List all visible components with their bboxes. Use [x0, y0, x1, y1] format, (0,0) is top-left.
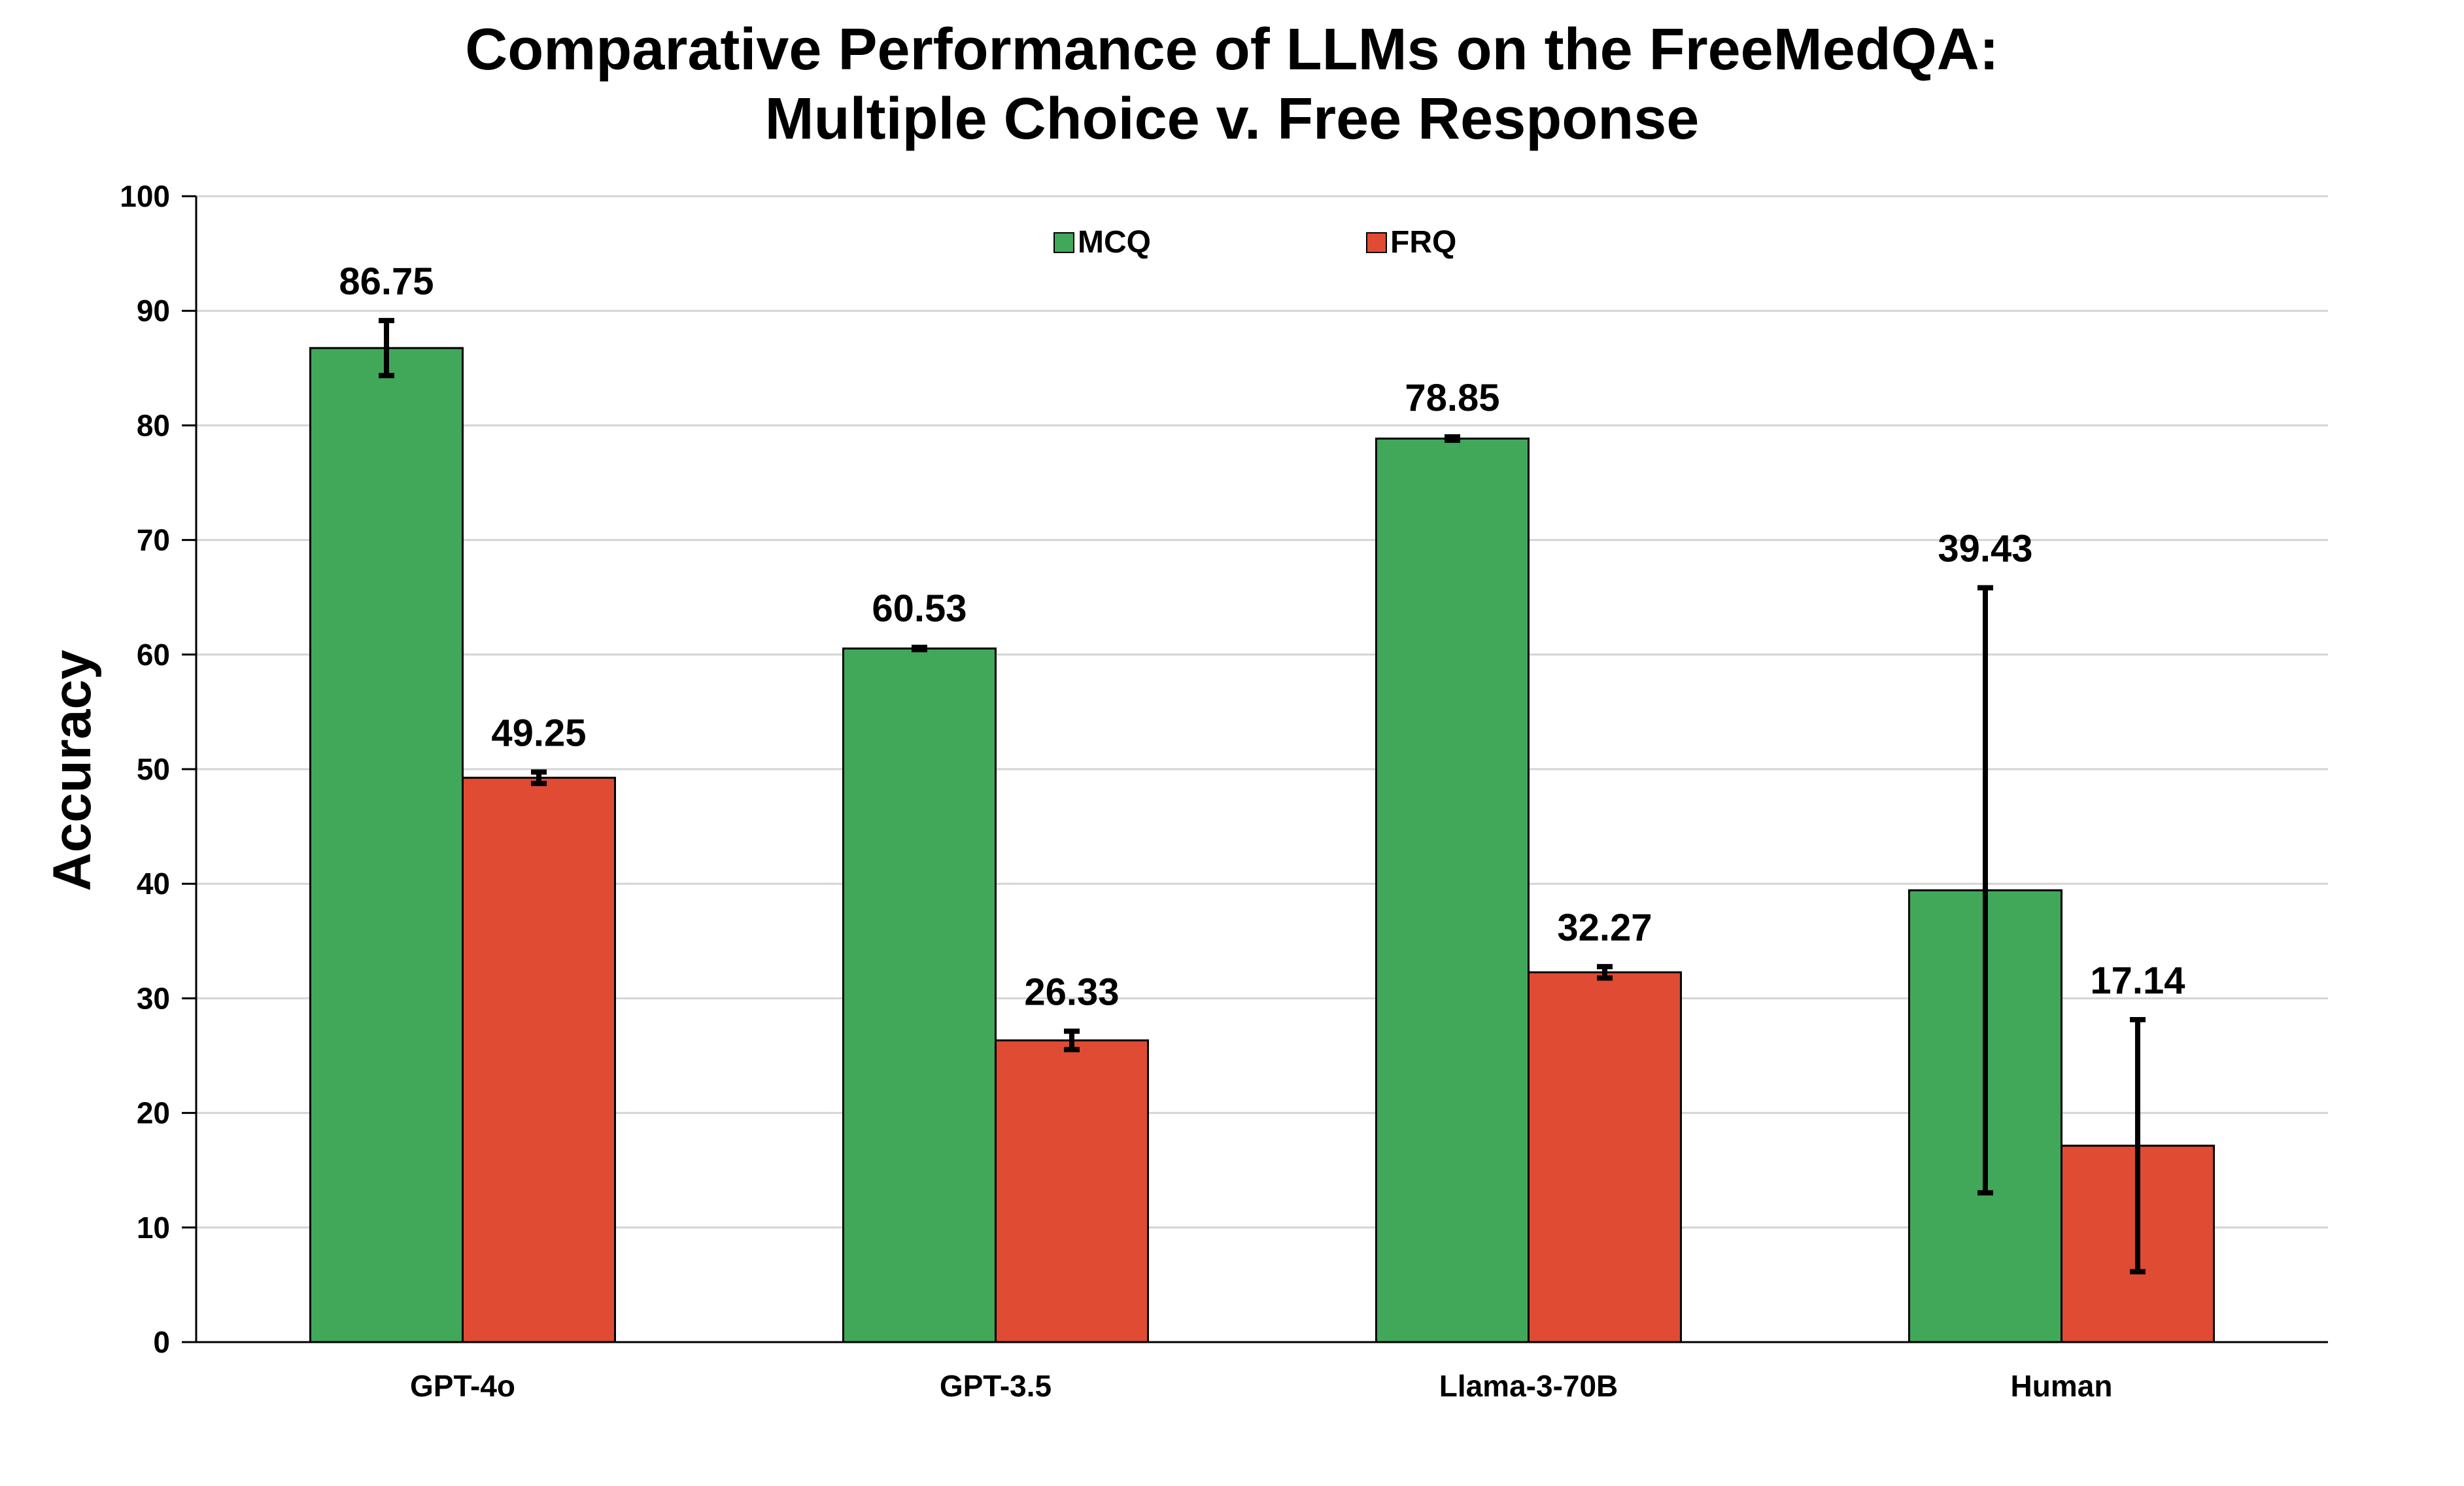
- y-tick-label: 50: [137, 752, 170, 786]
- y-tick-label: 30: [137, 981, 170, 1015]
- chart-title-line-1: Comparative Performance of LLMs on the F…: [465, 17, 1998, 82]
- data-labels: 86.75 49.25 60.53 26.33 78.85 32.27 39.43 17.14: [339, 260, 2185, 1014]
- y-tick-label: 0: [153, 1325, 170, 1359]
- y-tick-label: 10: [137, 1211, 170, 1245]
- data-label-mcq-gpt-4o: 86.75: [339, 260, 434, 303]
- x-tick-label: GPT-4o: [410, 1369, 515, 1403]
- data-label-frq-gpt-3-5: 26.33: [1024, 971, 1119, 1014]
- bar-frq-gpt-4o: [462, 776, 616, 1343]
- bar-mcq-llama-3-70b: [1375, 438, 1530, 1343]
- y-tick-label: 70: [137, 523, 170, 557]
- data-label-frq-gpt-4o: 49.25: [491, 712, 586, 754]
- chart-title-line-2: Multiple Choice v. Free Response: [765, 86, 1700, 152]
- bar-frq-gpt-3-5: [995, 1039, 1149, 1343]
- y-axis-label: Accuracy: [43, 649, 102, 891]
- legend-swatch-frq: [1366, 232, 1387, 253]
- data-label-mcq-llama-3-70b: 78.85: [1405, 377, 1499, 419]
- bar-mcq-gpt-3-5: [842, 648, 997, 1343]
- x-tick-label: Human: [2011, 1369, 2113, 1403]
- data-label-frq-human: 17.14: [2090, 959, 2185, 1002]
- y-tick-label: 100: [120, 179, 170, 213]
- bars: [309, 347, 2215, 1343]
- chart-title: Comparative Performance of LLMs on the F…: [465, 17, 1998, 152]
- data-label-mcq-human: 39.43: [1938, 528, 2032, 570]
- y-tick-label: 20: [137, 1096, 170, 1130]
- x-tick-label: Llama-3-70B: [1439, 1369, 1618, 1403]
- error-bars: [379, 318, 2146, 1275]
- y-tick-labels: 0 10 20 30 40 50 60 70 80 90 100: [120, 179, 170, 1359]
- legend-swatch-mcq: [1053, 232, 1074, 253]
- x-tick-label: GPT-3.5: [940, 1369, 1052, 1403]
- y-tick-label: 40: [137, 867, 170, 901]
- x-tick-labels: GPT-4o GPT-3.5 Llama-3-70B Human: [410, 1369, 2112, 1403]
- bar-frq-llama-3-70b: [1528, 971, 1682, 1343]
- legend-label-frq: FRQ: [1390, 225, 1456, 260]
- data-label-mcq-gpt-3-5: 60.53: [872, 587, 967, 630]
- legend: MCQ FRQ: [1053, 225, 1456, 260]
- y-tick-label: 80: [137, 408, 170, 442]
- bar-mcq-gpt-4o: [309, 347, 464, 1343]
- legend-label-mcq: MCQ: [1078, 225, 1151, 260]
- data-label-frq-llama-3-70b: 32.27: [1557, 907, 1652, 949]
- y-tick-label: 90: [137, 294, 170, 328]
- y-tick-label: 60: [137, 638, 170, 672]
